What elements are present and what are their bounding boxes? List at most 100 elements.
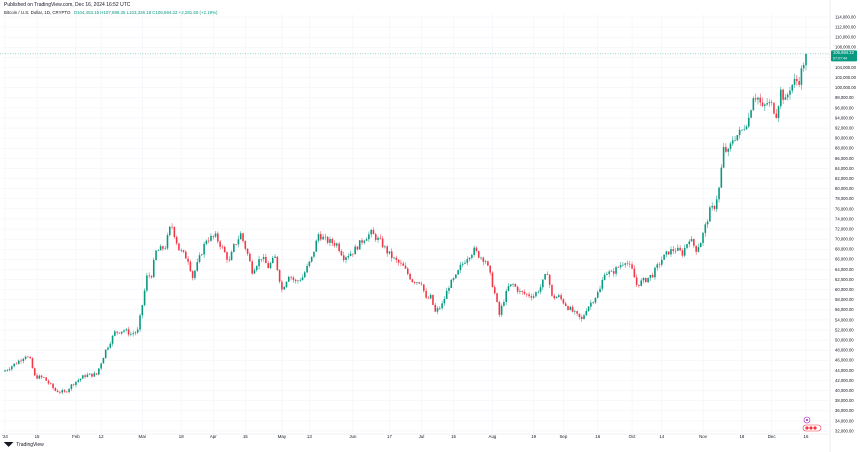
candle-body — [93, 373, 96, 377]
price-tick-label: 66,000.00 — [835, 257, 854, 262]
candle-body — [159, 246, 162, 251]
candle-body — [738, 129, 741, 136]
candle-body — [628, 263, 631, 265]
go-to-date-icon[interactable] — [803, 416, 811, 424]
candle-body — [754, 98, 757, 100]
candle-body — [546, 274, 549, 275]
candle-body — [532, 296, 535, 298]
candle-body — [683, 247, 686, 256]
candle-body — [77, 380, 80, 382]
candle-body — [260, 258, 263, 260]
candle-body — [457, 270, 459, 275]
candle-body — [304, 272, 306, 278]
candle-body — [194, 270, 196, 278]
candle-body — [654, 267, 656, 278]
price-tick-label: 98,000.00 — [835, 95, 854, 100]
candle-body — [606, 273, 608, 275]
candle-body — [745, 126, 748, 130]
candle-body — [306, 265, 308, 273]
candle-body — [480, 257, 482, 259]
candle-body — [672, 249, 675, 252]
price-tick-label: 76,000.00 — [835, 206, 854, 211]
candle-body — [246, 248, 249, 254]
price-tick-label: 96,000.00 — [835, 105, 854, 110]
candle-body — [489, 265, 491, 273]
candle-body — [555, 296, 558, 299]
candle-body — [505, 290, 507, 302]
candle-body — [175, 236, 178, 244]
candle-body — [184, 251, 187, 259]
candle-body — [718, 187, 720, 200]
candle-body — [198, 255, 201, 262]
candle-body — [736, 135, 739, 141]
time-tick-label: Jun — [349, 434, 357, 439]
price-tick-label: 32,000.00 — [835, 428, 854, 433]
candle-body — [29, 357, 31, 359]
candle-body — [210, 235, 212, 241]
price-tick-label: 78,000.00 — [835, 196, 854, 201]
candle-body — [388, 251, 391, 254]
candle-body — [239, 233, 242, 240]
candle-body — [340, 251, 343, 256]
candle-body — [464, 262, 466, 264]
candle-body — [255, 266, 258, 271]
candle-body — [86, 374, 89, 377]
time-tick-label: 19 — [531, 434, 536, 439]
candle-body — [182, 250, 185, 252]
candle-body — [519, 290, 521, 292]
candle-body — [651, 274, 654, 278]
candle-body — [697, 247, 700, 252]
brand-label: TradingView — [16, 441, 44, 448]
tradingview-logo-icon: ◥◤ — [4, 442, 14, 448]
candle-body — [49, 383, 52, 384]
candle-body — [450, 279, 453, 288]
candle-body — [764, 104, 766, 106]
candle-body — [713, 205, 716, 209]
candle-body — [452, 278, 455, 280]
candle-body — [663, 254, 665, 260]
candle-body — [631, 264, 633, 269]
candle-body — [468, 257, 471, 260]
candle-body — [665, 251, 668, 255]
candle-body — [784, 97, 787, 100]
time-tick-label: 15 — [35, 434, 40, 439]
candle-body — [443, 298, 446, 304]
candle-body — [271, 257, 274, 264]
candle-body — [397, 259, 400, 263]
price-tick-label: 40,000.00 — [835, 388, 854, 393]
candle-body — [191, 271, 194, 278]
time-tick-label: Mar — [139, 434, 147, 439]
candle-body — [542, 279, 544, 288]
candle-body — [752, 98, 755, 111]
candle-body — [768, 102, 771, 104]
candle-body — [416, 282, 418, 283]
candle-body — [461, 263, 464, 265]
candle-body — [459, 264, 462, 271]
candle-body — [420, 283, 423, 285]
candle-body — [322, 236, 324, 240]
candle-body — [580, 316, 583, 319]
candle-body — [782, 89, 784, 100]
candle-body — [33, 368, 36, 376]
time-tick-label: Oct — [629, 434, 637, 439]
events-icon[interactable] — [802, 424, 822, 432]
price-tick-label: 72,000.00 — [835, 226, 854, 231]
candle-body — [482, 257, 485, 262]
time-tick-label: 14 — [659, 434, 664, 439]
time-tick-label: 18 — [739, 434, 744, 439]
candle-body — [336, 243, 338, 246]
candle-body — [237, 239, 240, 245]
candle-body — [448, 287, 450, 291]
candle-body — [40, 375, 43, 378]
candle-body — [136, 329, 139, 333]
candle-body — [4, 370, 6, 372]
candle-body — [780, 89, 782, 107]
candle-body — [791, 84, 794, 91]
candle-body — [413, 282, 416, 283]
candles — [4, 53, 807, 395]
candle-body — [358, 240, 361, 250]
candle-body — [427, 297, 430, 299]
time-tick-label: 15 — [451, 434, 456, 439]
candle-body — [699, 243, 702, 248]
